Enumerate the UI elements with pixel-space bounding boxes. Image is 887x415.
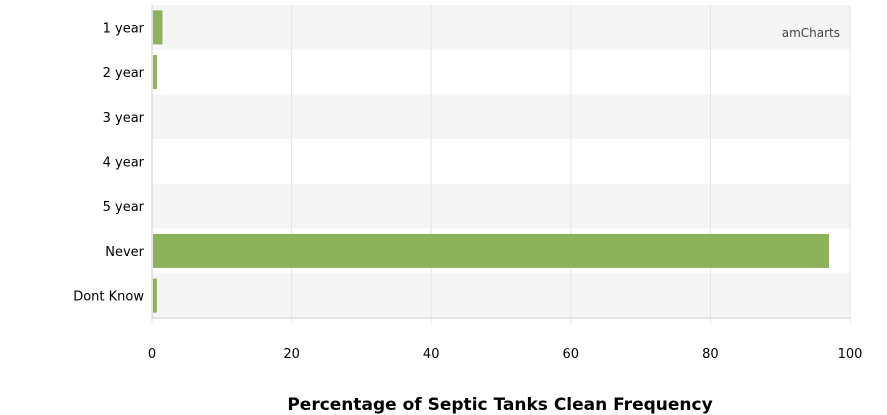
x-tick-label: 20 bbox=[283, 347, 300, 362]
y-category-label: 2 year bbox=[103, 66, 145, 81]
row-band bbox=[152, 94, 850, 140]
category-axis: 1 year 2 year 3 year 4 year 5 year Never Dont … bbox=[73, 21, 144, 304]
row-band bbox=[152, 273, 850, 318]
y-category-label: 5 year bbox=[103, 200, 145, 215]
x-tick-label: 0 bbox=[148, 347, 156, 362]
x-axis-title: Percentage of Septic Tanks Clean Frequen… bbox=[287, 395, 712, 415]
row-band bbox=[152, 139, 850, 184]
x-tick-label: 80 bbox=[702, 347, 719, 362]
bar[interactable] bbox=[153, 10, 163, 45]
x-tick-label: 40 bbox=[423, 347, 440, 362]
bar-series bbox=[153, 10, 830, 313]
bar[interactable] bbox=[153, 55, 157, 90]
bar[interactable] bbox=[153, 233, 830, 268]
row-band bbox=[152, 49, 850, 95]
y-category-label: 3 year bbox=[103, 111, 145, 126]
bar[interactable] bbox=[153, 278, 157, 313]
gridlines bbox=[151, 5, 851, 323]
y-category-label: 4 year bbox=[103, 156, 145, 171]
y-category-label: Never bbox=[105, 245, 144, 260]
plot-background bbox=[152, 5, 850, 318]
y-category-label: Dont Know bbox=[73, 290, 144, 305]
watermark-credit[interactable]: amCharts bbox=[782, 26, 840, 40]
row-band bbox=[152, 183, 850, 229]
x-tick-label: 100 bbox=[838, 347, 863, 362]
x-tick-label: 60 bbox=[563, 347, 580, 362]
y-category-label: 1 year bbox=[103, 21, 145, 36]
row-band bbox=[152, 5, 850, 50]
value-axis: 0 20 40 60 80 100 bbox=[148, 347, 863, 362]
